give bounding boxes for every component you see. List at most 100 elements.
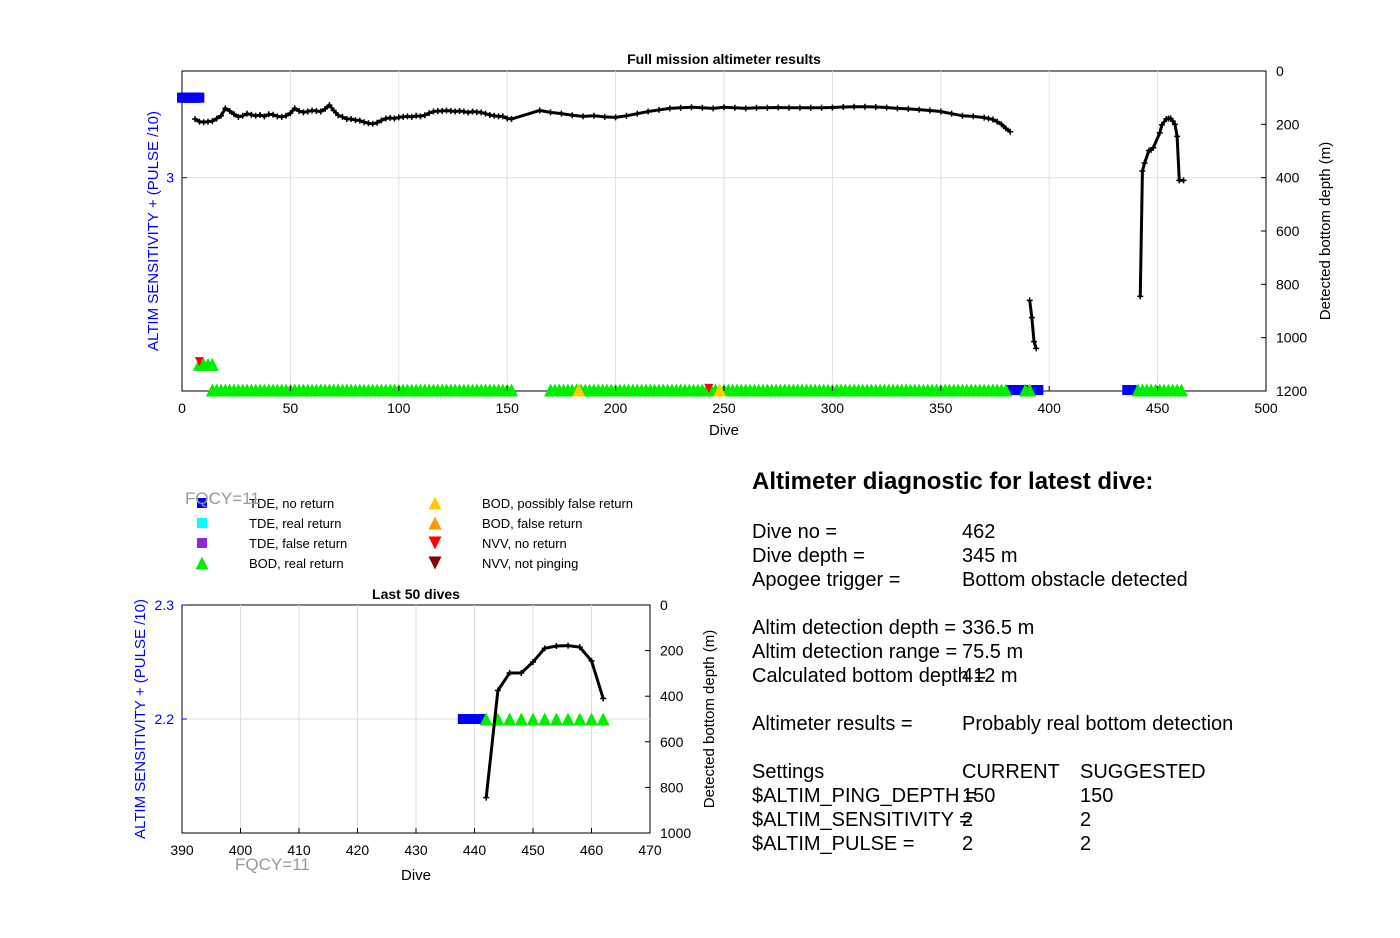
nvv-marker: [194, 357, 204, 367]
y-right-tick-label: 600: [1276, 223, 1300, 239]
bod-marker: [503, 712, 517, 726]
bod-marker: [1023, 383, 1037, 397]
legend-triangle-icon: [195, 556, 209, 570]
tde-marker: [194, 92, 205, 103]
x-tick-label: 400: [1038, 400, 1062, 416]
x-tick-label: 100: [387, 400, 411, 416]
fqcy-label-top: FQCY=11: [185, 489, 260, 508]
top-chart-depth-line: [192, 102, 1187, 352]
x-tick-label: 350: [929, 400, 953, 416]
legend-label: BOD, possibly false return: [482, 496, 633, 511]
detect-range-label: Altim detection range =: [752, 641, 958, 663]
ping-depth-current: 150: [962, 785, 996, 807]
x-tick-label: 400: [229, 842, 253, 858]
bod-marker: [514, 712, 528, 726]
y-right-tick-label: 1200: [1276, 383, 1307, 399]
legend-triangle-icon: [428, 496, 442, 510]
top-chart-ylabel-left: ALTIM SENSITIVITY + (PULSE /10): [145, 111, 162, 351]
pulse-current: 2: [962, 833, 974, 855]
top-chart-ylabel-right: Detected bottom depth (m): [1317, 142, 1334, 320]
bod-marker: [1174, 383, 1188, 397]
legend-square-icon: [197, 518, 207, 528]
tde-marker: [475, 714, 486, 724]
y-right-tick-label: 1000: [1276, 330, 1307, 346]
legend-label: TDE, real return: [249, 516, 341, 531]
detect-depth-value: 336.5 m: [962, 617, 1035, 639]
tde-marker: [463, 714, 474, 724]
detect-range-value: 75.5 m: [962, 641, 1024, 663]
legend-label: BOD, false return: [482, 516, 582, 531]
bod-marker: [205, 357, 219, 371]
current-header: CURRENT: [962, 761, 1060, 783]
bod-marker: [549, 712, 563, 726]
legend-label: TDE, no return: [249, 496, 334, 511]
bod-marker: [999, 383, 1013, 397]
x-tick-label: 410: [287, 842, 311, 858]
pulse-suggested: 2: [1080, 833, 1092, 855]
dive-no-label: Dive no =: [752, 521, 838, 543]
top-chart-title: Full mission altimeter results: [627, 51, 821, 67]
full-mission-chart: 0 50 100 150 200 250 300 350 400 450 500 3 0 200 400 60…: [145, 51, 1334, 439]
legend-triangle-icon: [428, 556, 442, 570]
x-tick-label: 420: [346, 842, 370, 858]
bod-marker: [596, 712, 610, 726]
legend-triangle-icon: [428, 536, 442, 550]
x-tick-label: 250: [712, 400, 736, 416]
bottom-chart-ylabel-right: Detected bottom depth (m): [701, 630, 718, 808]
legend-label: NVV, not pinging: [482, 556, 578, 571]
bottom-chart-ticks: 390 400 410 420 430 440 450 460 470 2.2 2.3 0 200 400…: [155, 597, 692, 858]
x-tick-label: 200: [604, 400, 628, 416]
nvv-marker: [704, 383, 714, 393]
bod-marker: [572, 383, 586, 397]
y-left-tick-label: 3: [166, 170, 174, 186]
top-chart-grid: [182, 71, 1266, 391]
results-value: Probably real bottom detection: [962, 713, 1234, 735]
top-chart-marks: [177, 92, 1188, 397]
y-right-tick-label: 1000: [660, 825, 691, 841]
pulse-label: $ALTIM_PULSE =: [752, 833, 915, 855]
y-right-tick-label: 200: [1276, 116, 1300, 132]
bod-marker: [573, 712, 587, 726]
x-tick-label: 450: [1146, 400, 1170, 416]
bod-marker: [526, 712, 540, 726]
sensitivity-suggested: 2: [1080, 809, 1092, 831]
legend-square-icon: [197, 538, 207, 548]
dive-depth-label: Dive depth =: [752, 545, 865, 567]
legend-triangle-icon: [428, 516, 442, 530]
bod-marker: [713, 383, 727, 397]
depth-line: [1138, 116, 1184, 297]
y-right-tick-label: 400: [1276, 170, 1300, 186]
last-50-dives-chart: 390 400 410 420 430 440 450 460 470 2.2 2.3 0 200 400…: [132, 586, 718, 884]
settings-label: Settings: [752, 761, 825, 783]
x-tick-label: 450: [521, 842, 545, 858]
bod-marker: [538, 712, 552, 726]
x-tick-label: 500: [1254, 400, 1278, 416]
x-tick-label: 430: [404, 842, 428, 858]
diagnostic-title: Altimeter diagnostic for latest dive:: [752, 468, 1154, 495]
bottom-chart-depth-line: [483, 642, 607, 801]
legend-label: NVV, no return: [482, 536, 567, 551]
sensitivity-current: 2: [962, 809, 974, 831]
x-tick-label: 150: [496, 400, 520, 416]
calc-depth-value: 412 m: [962, 665, 1018, 687]
apogee-label: Apogee trigger =: [752, 569, 901, 591]
apogee-value: Bottom obstacle detected: [962, 569, 1188, 591]
depth-line: [1028, 300, 1038, 349]
bottom-chart-marks: [457, 712, 610, 726]
x-tick-label: 390: [170, 842, 194, 858]
legend: TDE, no return TDE, real return TDE, false…: [195, 496, 633, 571]
ping-depth-suggested: 150: [1080, 785, 1114, 807]
legend-label: TDE, false return: [249, 536, 347, 551]
bod-marker: [561, 712, 575, 726]
x-tick-label: 460: [580, 842, 604, 858]
bottom-chart-title: Last 50 dives: [372, 586, 460, 602]
calc-depth-label: Calculated bottom depth =: [752, 665, 987, 687]
bottom-chart-ylabel-left: ALTIM SENSITIVITY + (PULSE /10): [132, 599, 149, 839]
legend-label: BOD, real return: [249, 556, 344, 571]
tde-marker: [457, 714, 468, 724]
tde-marker: [1126, 385, 1137, 395]
depth-line: [194, 102, 1012, 133]
y-right-tick-label: 600: [660, 734, 684, 750]
dive-no-value: 462: [962, 521, 996, 543]
